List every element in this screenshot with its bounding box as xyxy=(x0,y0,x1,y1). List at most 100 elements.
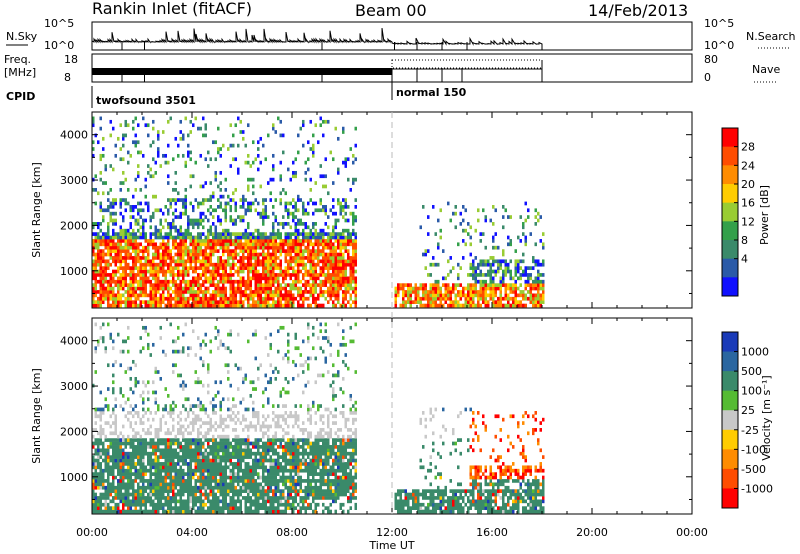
data-cell xyxy=(147,303,150,308)
data-cell xyxy=(199,468,202,473)
data-cell xyxy=(192,438,195,442)
data-cell xyxy=(142,283,145,287)
data-cell xyxy=(204,123,207,128)
data-cell xyxy=(144,468,147,473)
data-cell xyxy=(479,273,482,277)
data-cell xyxy=(309,249,312,253)
data-cell xyxy=(202,300,205,304)
data-cell xyxy=(189,509,192,514)
nsearch-label: N.Search xyxy=(746,30,796,43)
data-cell xyxy=(327,245,330,250)
data-cell xyxy=(292,239,295,243)
data-cell xyxy=(177,414,180,419)
data-cell xyxy=(122,235,125,240)
data-cell xyxy=(122,157,125,162)
data-cell xyxy=(219,479,222,483)
data-cell xyxy=(272,232,275,236)
data-cell xyxy=(147,245,150,250)
data-cell xyxy=(282,296,285,301)
data-cell xyxy=(102,293,105,298)
data-cell xyxy=(299,259,302,264)
data-cell xyxy=(122,492,125,497)
data-cell xyxy=(124,502,127,507)
data-cell xyxy=(474,293,477,298)
data-cell xyxy=(127,499,130,504)
data-cell xyxy=(177,472,180,476)
data-cell xyxy=(252,191,255,196)
data-cell xyxy=(234,262,237,267)
data-cell xyxy=(277,262,280,267)
data-cell xyxy=(124,482,127,487)
data-cell xyxy=(312,276,315,281)
data-cell xyxy=(187,252,190,257)
data-cell xyxy=(477,279,480,284)
data-cell xyxy=(334,252,337,257)
data-cell xyxy=(119,187,122,192)
data-cell xyxy=(167,235,170,240)
data-cell xyxy=(107,225,110,230)
data-cell xyxy=(184,502,187,507)
data-cell xyxy=(167,455,170,459)
data-cell xyxy=(212,215,215,219)
data-cell xyxy=(192,225,195,230)
data-cell xyxy=(107,472,110,476)
data-cell xyxy=(232,448,235,453)
data-cell xyxy=(139,201,142,206)
data-cell xyxy=(162,245,165,250)
data-cell xyxy=(174,482,177,487)
data-cell xyxy=(197,336,200,340)
data-cell xyxy=(247,472,250,476)
data-cell xyxy=(129,441,132,446)
data-cell xyxy=(134,290,137,294)
data-cell xyxy=(194,269,197,274)
data-cell xyxy=(187,431,190,436)
data-cell xyxy=(319,249,322,253)
data-cell xyxy=(214,499,217,504)
data-cell xyxy=(237,242,240,247)
data-cell xyxy=(157,482,160,487)
data-cell xyxy=(462,286,465,291)
data-cell xyxy=(224,249,227,253)
data-cell xyxy=(417,286,420,291)
data-cell xyxy=(202,249,205,253)
data-cell xyxy=(109,431,112,436)
data-cell xyxy=(124,269,127,274)
data-cell xyxy=(167,458,170,463)
data-cell xyxy=(119,509,122,514)
data-cell xyxy=(194,502,197,507)
data-cell xyxy=(334,293,337,298)
data-cell xyxy=(402,296,405,301)
data-cell xyxy=(237,300,240,304)
data-cell xyxy=(164,465,167,470)
data-cell xyxy=(224,468,227,473)
data-cell xyxy=(204,181,207,185)
data-cell xyxy=(534,259,537,264)
data-cell xyxy=(259,276,262,281)
data-cell xyxy=(302,276,305,281)
data-cell xyxy=(247,123,250,128)
data-cell xyxy=(189,222,192,226)
data-cell xyxy=(149,424,152,429)
data-cell xyxy=(122,286,125,291)
data-cell xyxy=(179,259,182,264)
data-cell xyxy=(517,293,520,298)
data-cell xyxy=(122,276,125,281)
data-cell xyxy=(479,232,482,236)
data-cell xyxy=(512,286,515,291)
data-cell xyxy=(109,249,112,253)
data-cell xyxy=(304,269,307,274)
data-cell xyxy=(167,492,170,497)
data-cell xyxy=(347,218,350,223)
data-cell xyxy=(157,475,160,480)
data-cell xyxy=(102,215,105,219)
data-cell xyxy=(497,300,500,304)
data-cell xyxy=(107,485,110,490)
data-cell xyxy=(322,239,325,243)
data-cell xyxy=(184,451,187,456)
data-cell xyxy=(299,242,302,247)
data-cell xyxy=(159,475,162,480)
data-cell xyxy=(104,239,107,243)
data-cell xyxy=(329,283,332,287)
data-cell xyxy=(214,479,217,483)
data-cell xyxy=(477,262,480,267)
